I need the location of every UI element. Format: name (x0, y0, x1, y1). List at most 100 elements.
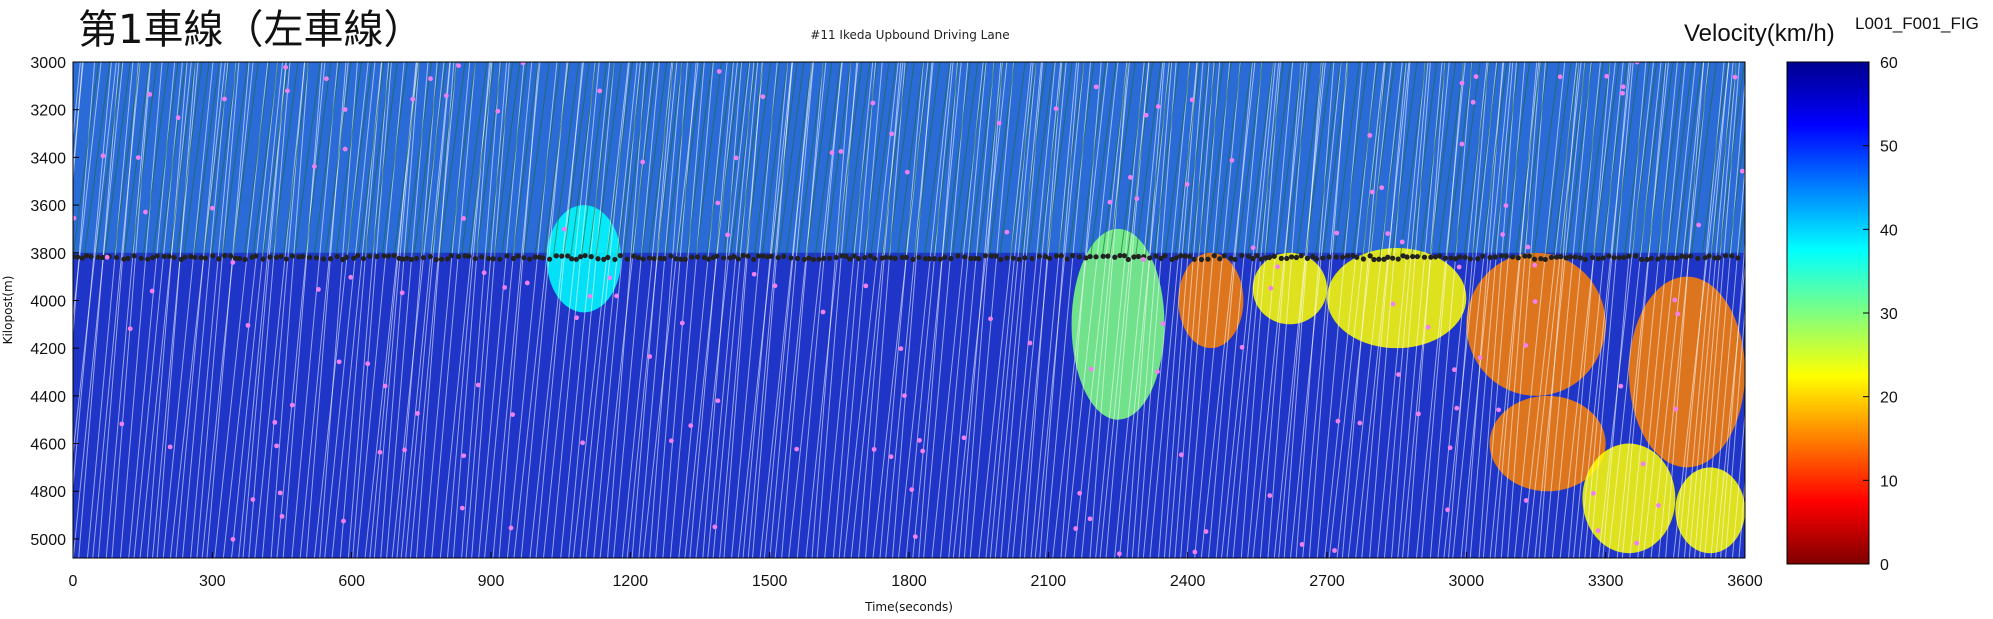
trajectory-line (373, 62, 418, 558)
event-marker (510, 412, 516, 417)
trajectory-line (1186, 62, 1231, 558)
upstream-trajectory-line (771, 62, 798, 258)
upstream-trajectory-line (73, 62, 100, 258)
detector-point (1582, 256, 1588, 263)
event-marker (508, 525, 514, 531)
y-tick-label: 3000 (30, 55, 66, 72)
trajectory-line (1710, 163, 1745, 558)
event-marker (443, 93, 449, 99)
upstream-trajectory-line (1215, 62, 1242, 258)
event-marker (688, 423, 694, 428)
detector-point (701, 254, 707, 261)
upstream-trajectory-line (543, 62, 570, 258)
trajectory-line (1006, 62, 1056, 558)
detector-point (1553, 254, 1560, 260)
trajectory-line (162, 62, 214, 558)
trajectory-line (585, 62, 638, 558)
detector-point (1515, 255, 1521, 261)
detector-point (1572, 254, 1578, 260)
trajectory-line (638, 62, 683, 558)
detector-point (121, 256, 127, 262)
trajectory-line (649, 62, 688, 558)
detector-point (731, 254, 737, 260)
trajectory-line (769, 62, 814, 558)
event-marker (1027, 340, 1033, 346)
event-marker (1140, 257, 1146, 262)
upstream-trajectory-line (570, 62, 597, 258)
trajectory-line (579, 62, 630, 558)
trajectory-line (1500, 62, 1541, 558)
upstream-trajectory-line (1135, 62, 1162, 258)
trajectory-line (1642, 62, 1697, 558)
detector-point (993, 253, 999, 259)
event-marker (1134, 196, 1140, 202)
trajectory-line (431, 62, 476, 558)
plot-marks (73, 62, 1745, 558)
event-marker (751, 271, 757, 277)
x-tick-label: 1800 (891, 573, 927, 590)
trajectory-line (978, 62, 1032, 558)
trajectory-line (742, 62, 789, 558)
event-marker (1459, 80, 1465, 86)
event-marker (1267, 493, 1273, 498)
trajectory-line (409, 62, 457, 558)
event-marker (912, 534, 918, 540)
detector-point (1633, 253, 1639, 259)
detector-point (721, 255, 727, 261)
trajectory-line (119, 62, 163, 558)
upstream-trajectory-line (761, 62, 788, 258)
event-marker (1456, 264, 1462, 270)
event-marker (312, 164, 317, 169)
trajectory-line (238, 62, 287, 558)
trajectory-line (1221, 62, 1274, 558)
event-marker (1332, 548, 1337, 553)
trajectory-line (1731, 408, 1745, 558)
upstream-trajectory-line (523, 62, 550, 258)
upstream-trajectory-line (1119, 62, 1147, 258)
detector-point (1288, 254, 1295, 260)
trajectory-line (1030, 62, 1078, 558)
detector-point (1217, 256, 1223, 262)
upstream-trajectory-line (357, 62, 385, 258)
event-marker (502, 285, 508, 290)
event-marker (1189, 97, 1195, 103)
event-marker (1155, 104, 1161, 109)
event-marker (829, 150, 835, 156)
detector-point (855, 256, 862, 262)
upstream-trajectory-line (294, 62, 321, 258)
upstream-trajectory-line (888, 62, 915, 258)
upstream-trajectory-line (203, 62, 230, 258)
trajectory-line (1469, 62, 1514, 558)
detector-point (1169, 256, 1175, 263)
detector-point (79, 255, 85, 261)
trajectory-line (560, 62, 611, 558)
detector-point (1326, 254, 1332, 260)
upstream-trajectory-line (210, 62, 238, 258)
event-marker (1532, 299, 1538, 304)
detector-point (1716, 255, 1722, 261)
trajectory-line (242, 62, 287, 558)
detector-point (1498, 253, 1504, 259)
detector-point (267, 254, 273, 260)
trajectory-line (1361, 62, 1407, 558)
detector-point (1475, 256, 1481, 262)
detector-point (867, 253, 873, 259)
detector-point (131, 253, 137, 259)
detector-point (1298, 253, 1304, 259)
trajectory-line (1142, 62, 1191, 558)
trajectory-line (912, 62, 962, 558)
trajectory-line (73, 62, 83, 185)
event-marker (283, 64, 289, 70)
trajectory-line (824, 62, 874, 558)
detector-point (1414, 253, 1420, 260)
event-marker (100, 153, 106, 159)
trajectory-line (1699, 62, 1740, 558)
event-marker (285, 88, 290, 94)
trajectory-line (396, 62, 438, 558)
event-marker (399, 290, 405, 296)
detector-point (1042, 253, 1049, 260)
event-marker (888, 454, 894, 460)
trajectory-line (568, 62, 615, 558)
trajectory-line (152, 62, 199, 558)
trajectory-line (958, 62, 1002, 558)
